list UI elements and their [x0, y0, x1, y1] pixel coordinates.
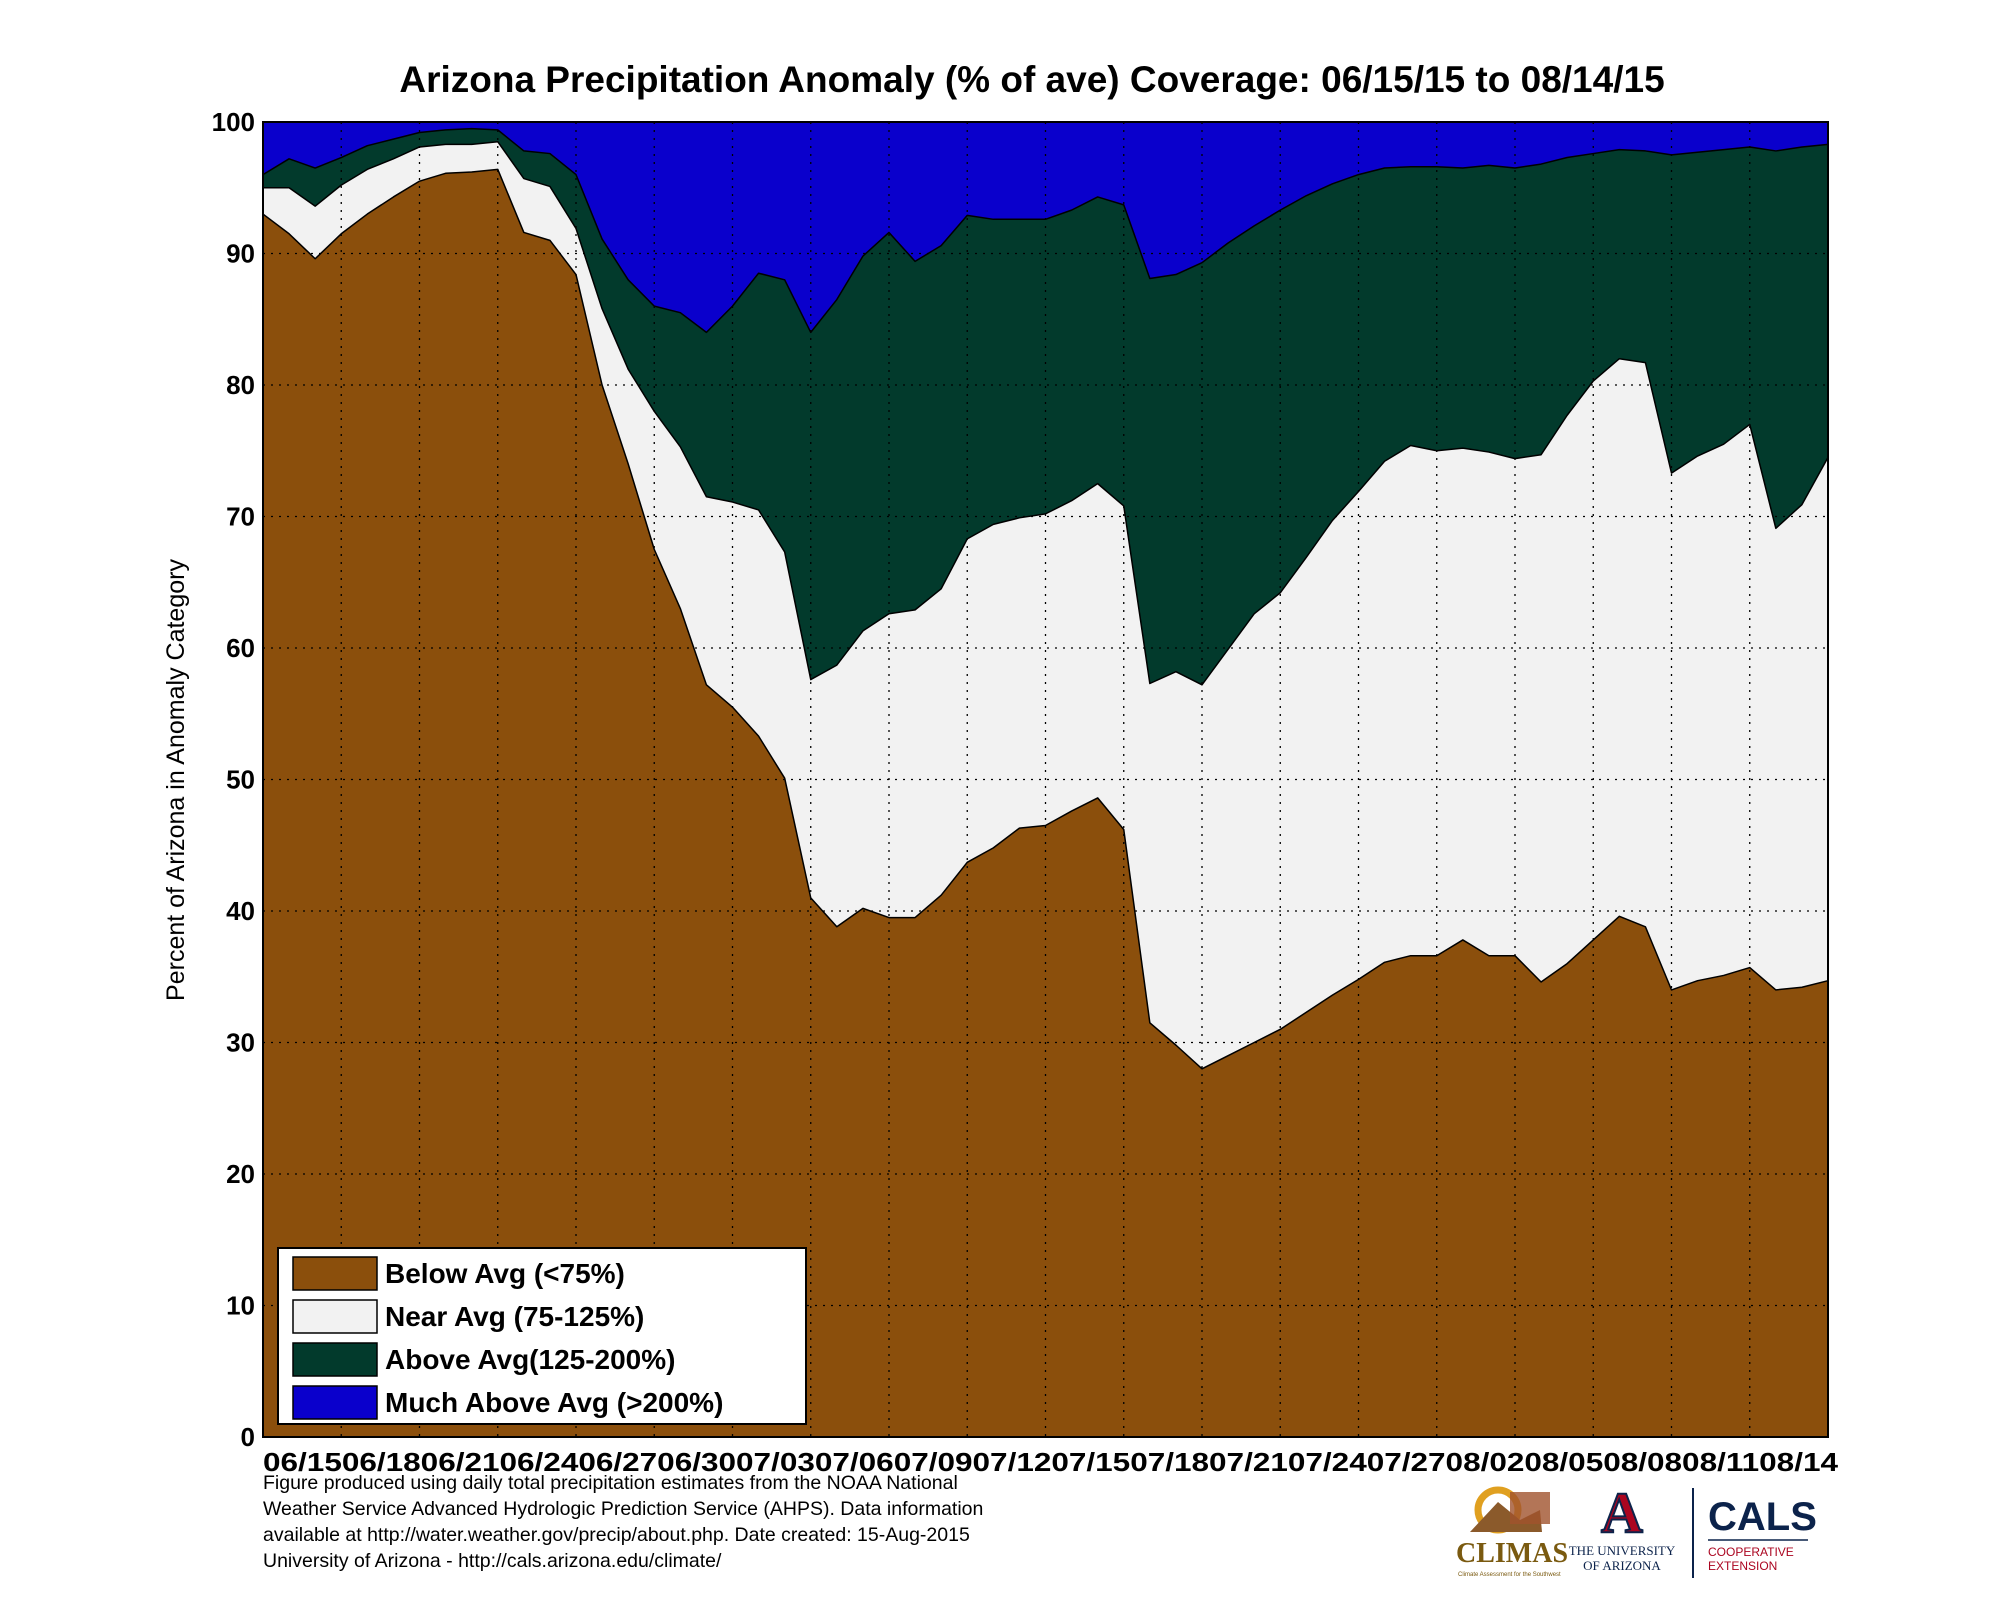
ua-name-line-2: OF ARIZONA — [1583, 1558, 1661, 1573]
legend-swatch-below-avg — [292, 1256, 378, 1291]
y-tick-label: 20 — [226, 1159, 255, 1189]
figure-credits: Figure produced using daily total precip… — [263, 1470, 1163, 1574]
climas-logo: CLIMAS Climate Assessment for the Southw… — [1456, 1486, 1568, 1578]
area-below-avg — [262, 168, 1829, 1438]
credits-line-1: Figure produced using daily total precip… — [263, 1472, 958, 1494]
climas-tagline: Climate Assessment for the Southwest — [1458, 1572, 1561, 1578]
y-tick-label: 0 — [241, 1422, 255, 1452]
cals-logo: CALS COOPERATIVE EXTENSION — [1708, 1495, 1817, 1573]
chart-title: Arizona Precipitation Anomaly (% of ave)… — [399, 59, 1664, 100]
y-tick-label: 70 — [226, 502, 255, 532]
legend-swatch-much-above-avg — [292, 1385, 378, 1420]
university-of-arizona-logo: A THE UNIVERSITY OF ARIZONA — [1569, 1480, 1676, 1573]
y-tick-label: 60 — [226, 633, 255, 663]
legend-label-near-avg: Near Avg (75-125%) — [385, 1301, 644, 1332]
climas-wordmark: CLIMAS — [1456, 1538, 1568, 1569]
climas-plate-icon — [1510, 1492, 1550, 1524]
y-axis-ticks: 0 10 20 30 40 50 60 70 80 90 100 — [212, 107, 255, 1452]
y-tick-label: 90 — [226, 239, 255, 269]
plot-frame — [262, 121, 1829, 1438]
legend-label-above-avg: Above Avg(125-200%) — [385, 1344, 675, 1375]
credits-line-2: Weather Service Advanced Hydrologic Pred… — [263, 1498, 984, 1520]
y-tick-label: 50 — [226, 765, 255, 795]
legend-swatch-near-avg — [292, 1299, 378, 1334]
y-tick-label: 40 — [226, 896, 255, 926]
legend-label-much-above-avg: Much Above Avg (>200%) — [385, 1387, 723, 1418]
legend: Below Avg (<75%) Near Avg (75-125%) Abov… — [277, 1247, 807, 1425]
logos-strip: CLIMAS Climate Assessment for the Southw… — [1456, 1480, 1817, 1578]
cals-line-2: EXTENSION — [1708, 1559, 1777, 1573]
cals-wordmark: CALS — [1708, 1495, 1817, 1539]
legend-swatch-above-avg — [292, 1342, 378, 1377]
y-tick-label: 30 — [226, 1028, 255, 1058]
y-axis-label: Percent of Arizona in Anomaly Category — [162, 559, 190, 1001]
credits-line-4: University of Arizona - http://cals.ariz… — [263, 1550, 722, 1572]
y-tick-label: 10 — [226, 1291, 255, 1321]
cals-line-1: COOPERATIVE — [1708, 1545, 1794, 1559]
climas-mountain-icon — [1470, 1502, 1542, 1532]
ua-name-line-1: THE UNIVERSITY — [1569, 1543, 1676, 1558]
grid-lines — [263, 122, 1828, 1437]
ua-block-a-icon: A — [1601, 1480, 1643, 1545]
credits-line-3: available at http://water.weather.gov/pr… — [263, 1524, 970, 1546]
x-tick-labels: 06/1506/1806/2106/2406/2706/3007/0307/06… — [263, 1447, 1839, 1477]
y-tick-label: 80 — [226, 370, 255, 400]
legend-label-below-avg: Below Avg (<75%) — [385, 1258, 625, 1289]
y-tick-label: 100 — [212, 107, 255, 137]
